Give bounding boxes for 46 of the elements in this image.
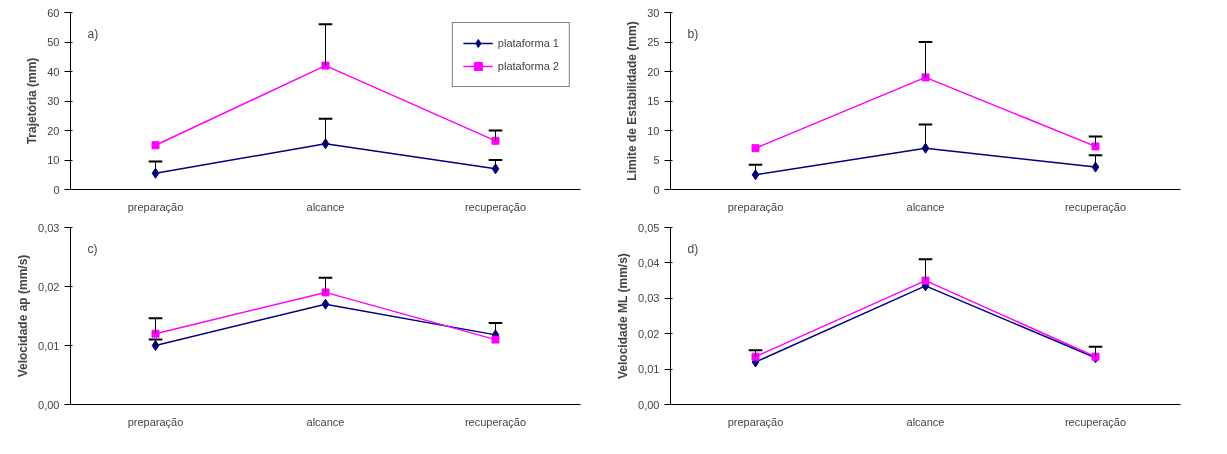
y-tick-label: 25 — [647, 36, 660, 48]
annotation: d) — [687, 241, 699, 256]
y-tick-label: 0,01 — [38, 339, 60, 352]
y-tick-label: 50 — [47, 36, 60, 48]
y-tick-label: 30 — [47, 95, 60, 107]
legend-label: plataforma 2 — [497, 60, 559, 72]
y-tick-label: 0,00 — [38, 398, 60, 411]
annotation: b) — [687, 26, 699, 41]
y-tick-label: 0,04 — [638, 256, 660, 269]
x-tick-label: alcance — [906, 415, 945, 428]
y-tick-label: 40 — [47, 65, 60, 78]
y-tick-label: 60 — [47, 6, 60, 19]
y-tick-label: 20 — [47, 124, 60, 137]
y-tick-label: 0,03 — [38, 221, 60, 234]
y-tick-label: 0,05 — [638, 221, 660, 234]
x-tick-label: recuperação — [464, 415, 527, 428]
y-axis-title: Trajetória (mm) — [25, 57, 40, 145]
x-tick-label: alcance — [906, 200, 945, 213]
y-tick-label: 20 — [647, 65, 660, 78]
y-axis-title: Limite de Estabilidade (mm) — [625, 21, 640, 181]
x-tick-label: preparação — [727, 415, 784, 428]
x-tick-label: alcance — [306, 200, 345, 213]
annotation: c) — [87, 241, 98, 256]
annotation: a) — [87, 26, 99, 41]
y-tick-label: 0,03 — [638, 292, 660, 305]
x-tick-label: recuperação — [1064, 200, 1127, 213]
y-tick-label: 30 — [647, 6, 660, 19]
x-tick-label: preparação — [127, 200, 184, 213]
x-tick-label: preparação — [127, 415, 184, 428]
y-tick-label: 0,02 — [638, 327, 660, 340]
y-tick-label: 10 — [47, 154, 60, 166]
y-tick-label: 15 — [647, 95, 660, 107]
x-tick-label: recuperação — [464, 200, 527, 213]
y-tick-label: 0,01 — [638, 363, 660, 376]
x-tick-label: recuperação — [1064, 415, 1127, 428]
x-tick-label: preparação — [727, 200, 784, 213]
y-tick-label: 0,00 — [638, 398, 660, 411]
y-tick-label: 5 — [653, 154, 660, 166]
legend-label: plataforma 1 — [497, 37, 559, 49]
y-axis-title: Velocidade ML (mm/s) — [616, 253, 631, 380]
y-tick-label: 0 — [653, 183, 660, 196]
y-tick-label: 0 — [53, 183, 60, 196]
y-tick-label: 0,02 — [38, 280, 60, 293]
x-tick-label: alcance — [306, 415, 345, 428]
y-tick-label: 10 — [647, 124, 660, 137]
y-axis-title: Velocidade ap (mm/s) — [16, 254, 31, 378]
